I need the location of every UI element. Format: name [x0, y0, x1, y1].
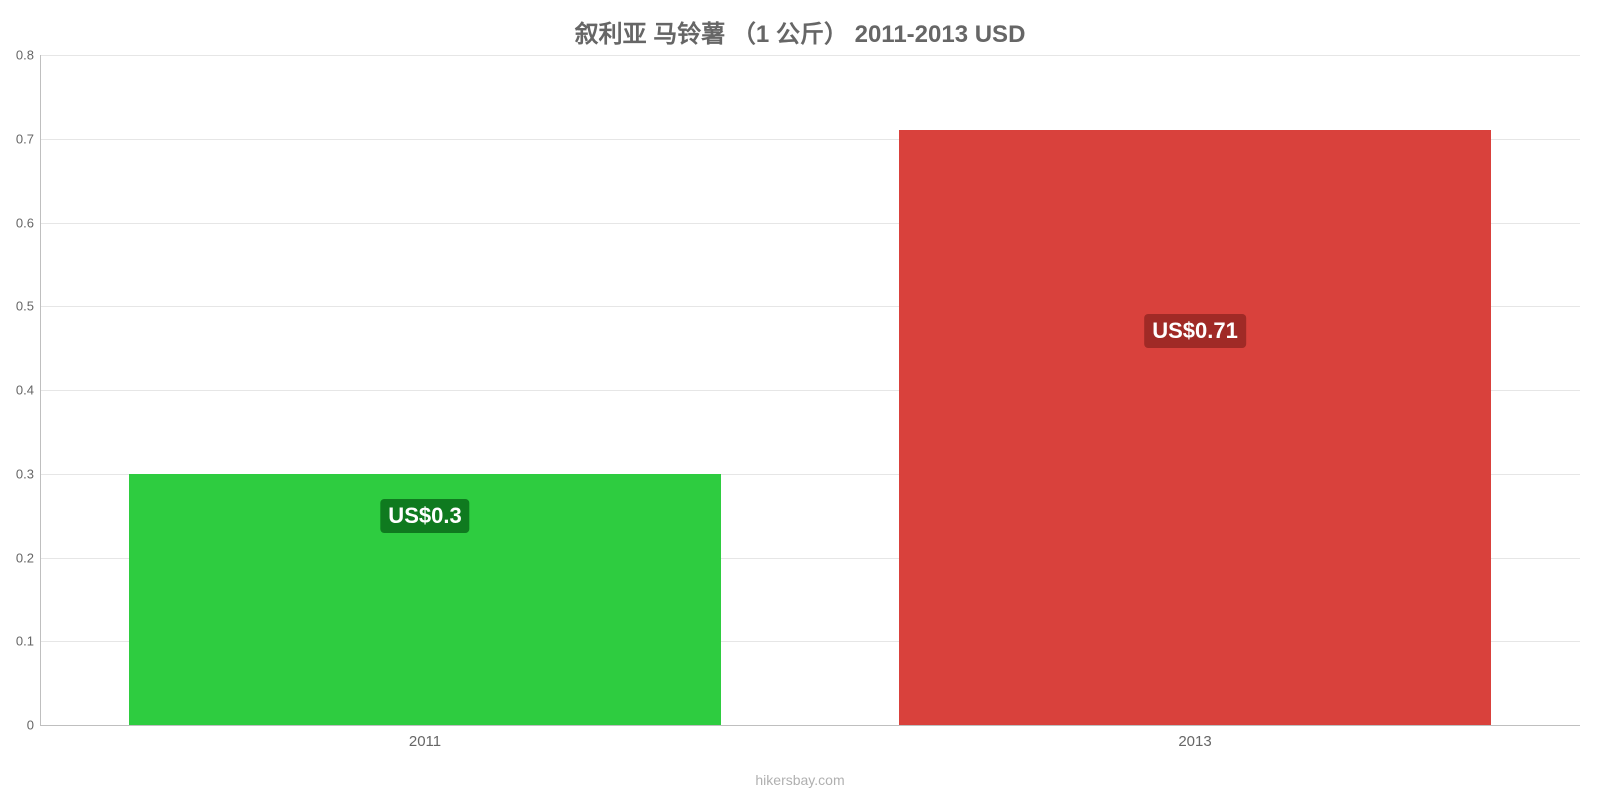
plot-area: 00.10.20.30.40.50.60.70.82011US$0.32013U…: [40, 55, 1580, 725]
y-tick-label: 0.2: [16, 550, 40, 565]
bar-2013: [899, 130, 1492, 725]
x-tick-label: 2011: [409, 725, 441, 750]
y-tick-label: 0.4: [16, 383, 40, 398]
chart-title: 叙利亚 马铃薯 （1 公斤） 2011-2013 USD: [0, 14, 1600, 49]
y-tick-label: 0.6: [16, 215, 40, 230]
gridline: [40, 55, 1580, 56]
y-tick-label: 0.7: [16, 131, 40, 146]
x-axis-line: [40, 725, 1580, 726]
y-tick-label: 0.1: [16, 634, 40, 649]
y-tick-label: 0.5: [16, 299, 40, 314]
y-tick-label: 0.8: [16, 48, 40, 63]
chart-container: 叙利亚 马铃薯 （1 公斤） 2011-2013 USD 00.10.20.30…: [0, 0, 1600, 800]
y-axis-line: [40, 55, 41, 725]
y-tick-label: 0.3: [16, 466, 40, 481]
attribution-text: hikersbay.com: [0, 772, 1600, 788]
bar-value-label: US$0.3: [380, 499, 469, 533]
x-tick-label: 2013: [1178, 725, 1211, 750]
bar-value-label: US$0.71: [1144, 314, 1246, 348]
y-tick-label: 0: [27, 718, 40, 733]
